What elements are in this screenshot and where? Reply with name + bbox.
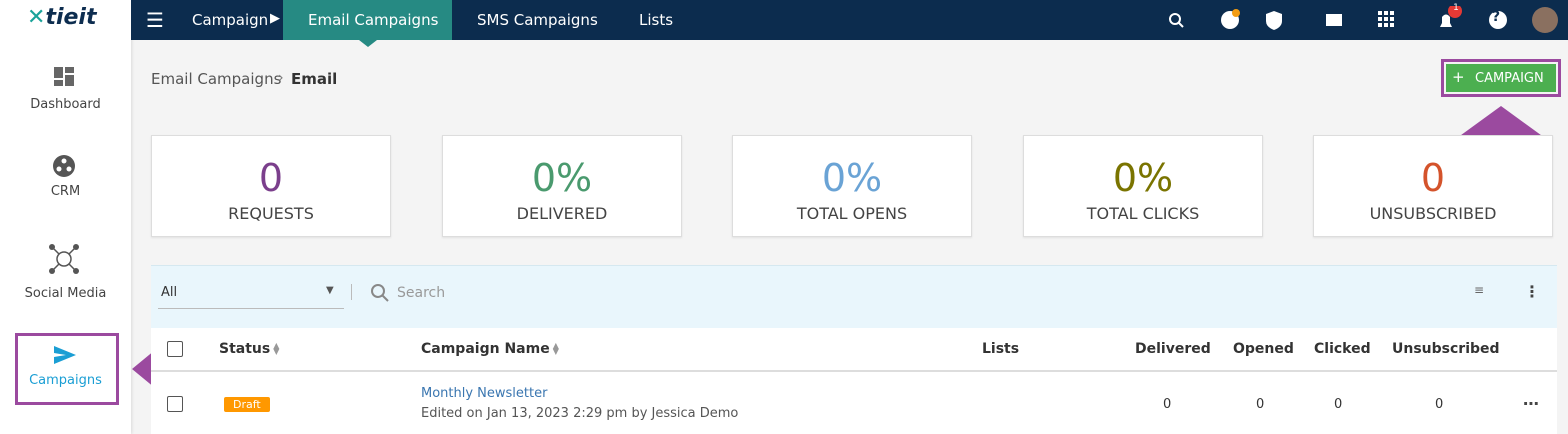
caret: ▶ [270,11,280,26]
stat-value: 0 [1420,156,1446,200]
header-border [151,370,1557,372]
stat-label: TOTAL CLICKS [1086,204,1200,223]
stat-card: 0% DELIVERED [442,135,682,237]
more-menu[interactable]: ⋮ [1524,282,1540,301]
apps-icon[interactable] [1378,11,1394,27]
cell-delivered: 0 [1163,397,1172,412]
stat-card: 0% TOTAL CLICKS [1023,135,1263,237]
highlight-box [15,333,119,405]
stat-value: 0% [531,156,593,200]
search-icon[interactable] [1169,13,1181,25]
column-header: Clicked [1314,341,1371,357]
column-header: Delivered [1135,341,1211,357]
select-all-checkbox[interactable] [167,341,183,357]
logo-text: tieit [45,5,97,30]
cell-opened: 0 [1256,397,1265,412]
stat-card: 0 REQUESTS [151,135,391,237]
stat-card: 0 UNSUBSCRIBED [1313,135,1553,237]
sidebar-crm[interactable]: CRM [50,184,81,199]
sidebar-campaigns[interactable]: Campaigns [29,373,102,388]
cell-clicked: 0 [1334,397,1343,412]
filter-icon[interactable]: ≡ [1474,283,1485,297]
search-input[interactable]: Search [397,285,446,301]
menu-icon[interactable]: ☰ [146,8,164,32]
breadcrumb-current: Email [291,70,338,88]
filter-bar [151,265,1557,328]
stat-value: 0% [1112,156,1174,200]
button-icon: + [1452,68,1465,86]
divider [351,284,352,300]
help-mark: ? [1492,9,1501,25]
column-header: Unsubscribed [1392,341,1500,357]
mail-icon[interactable] [1326,14,1342,26]
campaigns-icon [54,346,76,364]
stat-value: 0 [258,156,284,200]
shield-icon[interactable] [1266,11,1282,30]
highlight-box [1441,59,1561,97]
button-label: CAMPAIGN [1475,71,1544,86]
add-campaign-button[interactable] [1446,64,1556,92]
stat-label: TOTAL OPENS [796,204,908,223]
sort-icon: ▲ ▼ [552,341,559,356]
sidebar-social[interactable]: Social Media [24,286,107,301]
top-icons [1169,6,1558,33]
breadcrumb-sep: › [278,70,284,86]
edited-info: Edited on Jan 13, 2023 2:29 pm by Jessic… [421,406,739,421]
logo[interactable]: ✕tieit [27,5,97,30]
row-menu[interactable]: ⋯ [1523,394,1539,413]
nav-campaign[interactable]: Campaign [192,11,269,29]
campaign-name-link[interactable]: Monthly Newsletter [421,386,548,401]
nav-lists[interactable]: Lists [639,11,674,29]
social-icon [49,244,79,274]
stat-value: 0% [821,156,883,200]
table [151,328,1557,434]
bell-icon[interactable] [1440,14,1452,28]
sidebar-dashboard[interactable]: Dashboard [30,97,101,112]
tab-pointer [359,40,377,47]
stat-label: DELIVERED [516,204,608,223]
nav-sms[interactable]: SMS Campaigns [477,11,598,29]
avatar[interactable] [1532,7,1558,33]
stat-label: REQUESTS [228,204,314,223]
notification-badge: 1 [1453,3,1459,13]
stat-card: 0% TOTAL OPENS [732,135,972,237]
sort-icon: ▲ ▼ [273,341,280,356]
stat-label: UNSUBSCRIBED [1369,204,1497,223]
column-header[interactable]: Status [219,341,271,357]
cell-unsubscribed: 0 [1435,397,1444,412]
dashboard-icon [54,67,74,86]
active-tab[interactable] [283,0,452,40]
search-icon [371,284,389,302]
column-header: Opened [1233,341,1294,357]
status-badge: Draft [224,397,270,412]
help-icon[interactable] [1489,11,1507,29]
column-header[interactable]: Campaign Name [421,341,550,357]
select-underline [158,308,344,309]
breadcrumb-link[interactable]: Email Campaigns [151,70,282,88]
row-checkbox[interactable] [167,396,183,412]
nav-email[interactable]: Email Campaigns [308,11,439,29]
column-header: Lists [982,341,1020,357]
crm-icon [53,155,75,177]
status-select[interactable]: All [161,285,178,300]
select-caret: ▼ [326,285,334,296]
